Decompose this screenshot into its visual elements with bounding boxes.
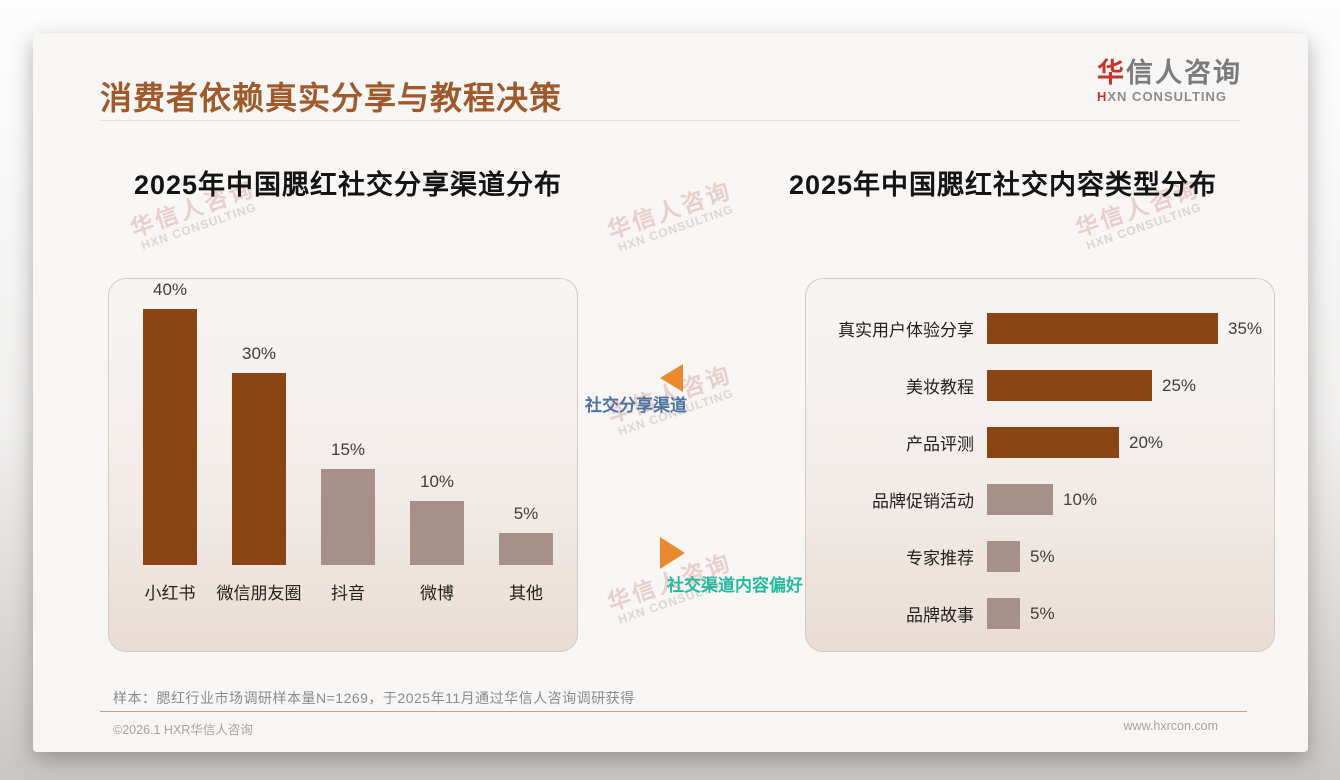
vbar-value-label: 10% xyxy=(419,472,455,491)
website-url: www.hxrcon.com xyxy=(1123,719,1218,733)
arrow-left-icon xyxy=(660,364,683,392)
vbar-column: 40% 小红书 xyxy=(143,280,197,603)
hbar xyxy=(987,370,1152,401)
hbar-category-label: 美妆教程 xyxy=(906,378,974,397)
footer-divider xyxy=(100,711,1247,712)
left-chart-title: 2025年中国腮红社交分享渠道分布 xyxy=(133,170,563,200)
watermark-english: HXN CONSULTING xyxy=(139,200,259,253)
hbar-value-label: 20% xyxy=(1129,432,1164,452)
hbar xyxy=(987,427,1119,458)
hbar-value-label: 5% xyxy=(1030,603,1055,623)
hbar-category-label: 真实用户体验分享 xyxy=(838,321,974,340)
vbar-column: 5% 其他 xyxy=(499,504,553,603)
watermark-chinese: 华信人咨询 xyxy=(603,176,736,244)
vbar-category-label: 小红书 xyxy=(144,584,196,603)
watermark-english: HXN CONSULTING xyxy=(1084,200,1204,253)
slide: 消费者依赖真实分享与教程决策 华信人咨询 HXN CONSULTING 华信人咨… xyxy=(33,33,1308,752)
vbar xyxy=(499,533,553,565)
hbar xyxy=(987,313,1218,344)
vbar-column: 10% 微博 xyxy=(410,472,464,603)
hbar-row: 品牌故事 5% xyxy=(806,585,1274,642)
vbar-value-label: 30% xyxy=(241,344,277,363)
middle-label-share-channel: 社交分享渠道 xyxy=(585,396,687,415)
right-chart-title: 2025年中国腮红社交内容类型分布 xyxy=(788,170,1218,200)
hbar-row: 美妆教程 25% xyxy=(806,357,1274,414)
sample-note: 样本：腮红行业市场调研样本量N=1269，于2025年11月通过华信人咨询调研获… xyxy=(113,690,635,706)
left-chart-card: 40% 小红书 30% 微信朋友圈 15% 抖音 10% 微博 5% 其他 xyxy=(108,278,578,652)
vertical-bar-chart: 40% 小红书 30% 微信朋友圈 15% 抖音 10% 微博 5% 其他 xyxy=(143,279,553,603)
vbar xyxy=(143,309,197,565)
hbar-value-label: 25% xyxy=(1162,375,1197,395)
hbar xyxy=(987,598,1020,629)
title-divider xyxy=(100,120,1240,121)
vbar xyxy=(321,469,375,565)
right-chart-card: 真实用户体验分享 35% 美妆教程 25% 产品评测 20% 品牌促销活动 10% 专家推荐 5%… xyxy=(805,278,1275,652)
vbar-column: 30% 微信朋友圈 xyxy=(217,344,302,603)
logo-chinese: 华信人咨询 xyxy=(1097,58,1242,88)
copyright-text: ©2026.1 HXR华信人咨询 xyxy=(113,723,253,737)
watermark-english: HXN CONSULTING xyxy=(616,202,736,255)
vbar-value-label: 40% xyxy=(152,280,188,299)
hbar-value-label: 5% xyxy=(1030,546,1055,566)
hbar-value-label: 35% xyxy=(1228,318,1263,338)
hbar-row: 产品评测 20% xyxy=(806,414,1274,471)
hbar-category-label: 专家推荐 xyxy=(906,549,974,568)
vbar xyxy=(410,501,464,565)
horizontal-bar-chart: 真实用户体验分享 35% 美妆教程 25% 产品评测 20% 品牌促销活动 10% 专家推荐 5%… xyxy=(806,300,1274,642)
arrow-right-icon xyxy=(660,537,685,569)
vbar-column: 15% 抖音 xyxy=(321,440,375,603)
hbar-row: 真实用户体验分享 35% xyxy=(806,300,1274,357)
vbar-value-label: 15% xyxy=(330,440,366,459)
logo-english: HXN CONSULTING xyxy=(1097,88,1228,104)
hbar-category-label: 品牌故事 xyxy=(906,606,974,625)
hbar-row: 品牌促销活动 10% xyxy=(806,471,1274,528)
hbar xyxy=(987,541,1020,572)
vbar-category-label: 抖音 xyxy=(331,584,365,603)
vbar-value-label: 5% xyxy=(513,504,539,523)
hbar-category-label: 品牌促销活动 xyxy=(872,492,974,511)
hbar-row: 专家推荐 5% xyxy=(806,528,1274,585)
vbar-category-label: 其他 xyxy=(509,584,543,603)
hbar-category-label: 产品评测 xyxy=(906,435,974,454)
page-title: 消费者依赖真实分享与教程决策 xyxy=(100,80,563,116)
vbar-category-label: 微博 xyxy=(420,584,454,603)
middle-label-content-preference: 社交渠道内容偏好 xyxy=(667,576,803,595)
hbar xyxy=(987,484,1053,515)
vbar xyxy=(232,373,286,565)
hbar-value-label: 10% xyxy=(1063,489,1098,509)
vbar-category-label: 微信朋友圈 xyxy=(216,584,302,603)
company-logo: 华信人咨询 HXN CONSULTING xyxy=(1097,58,1242,104)
